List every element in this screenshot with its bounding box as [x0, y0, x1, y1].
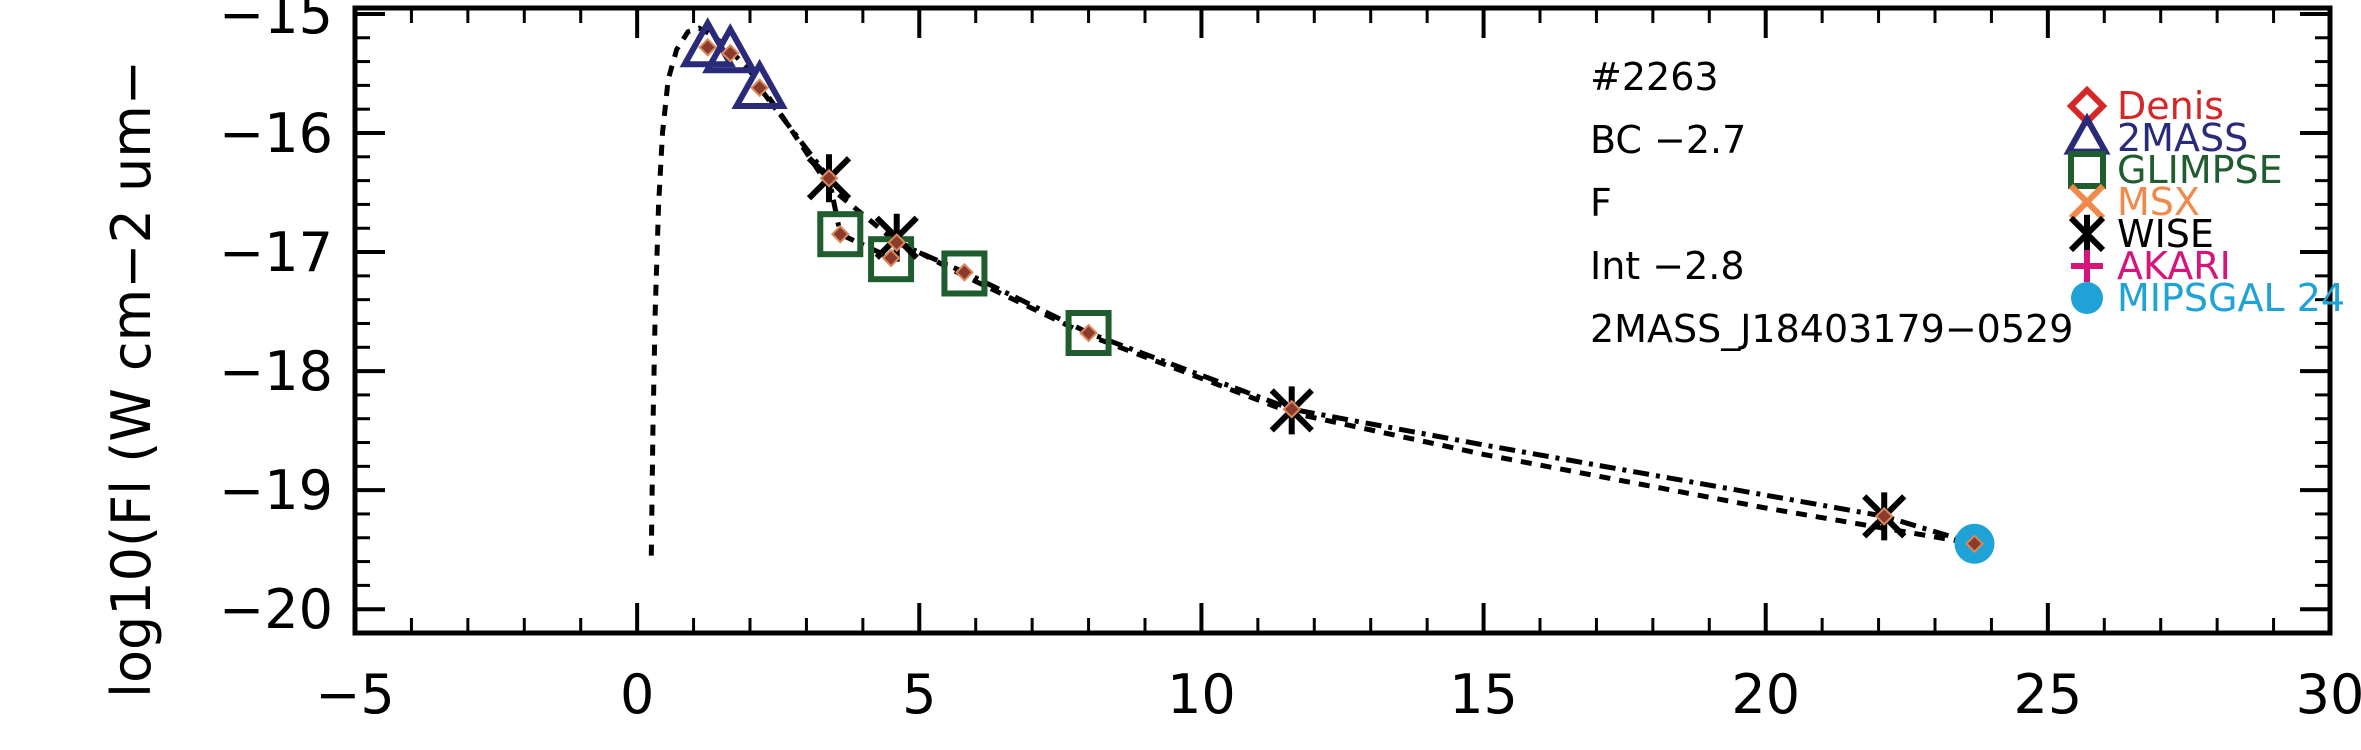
model-points: [698, 37, 1984, 554]
data-point-glimpse: [1065, 310, 1112, 356]
x-tick-label: 15: [1449, 663, 1518, 726]
legend-marker-mipsgal-24: [2071, 282, 2103, 314]
annotation-line: #2263: [1590, 55, 1719, 99]
annotations: #2263 BC −2.7 F Int −2.8 2MASS_J18403179−052…: [1590, 55, 2073, 351]
annotation-line: F: [1590, 181, 1612, 225]
legend-marker-akari: [2071, 250, 2103, 282]
model-point: [955, 262, 974, 282]
model-curve-dashed: [648, 25, 1975, 556]
y-tick-label: −17: [219, 221, 333, 284]
plot-frame: [352, 5, 2333, 636]
legend-label-2mass: 2MASS: [2117, 116, 2248, 160]
y-tick-label: −18: [219, 340, 333, 403]
y-axis-label: log10(Fl (W cm−2 um−: [100, 60, 163, 698]
model-point: [720, 43, 740, 63]
legend-marker-msx: [2068, 183, 2106, 221]
annotation-line: BC −2.7: [1590, 118, 1746, 162]
model-point: [1079, 323, 1098, 343]
data-point-2mass: [702, 23, 759, 74]
x-tick-label: 20: [1731, 663, 1800, 726]
model-point: [750, 78, 770, 98]
data-points: [679, 17, 1995, 564]
model-point: [698, 37, 718, 57]
x-tick-label: 25: [2013, 663, 2082, 726]
data-point-glimpse: [817, 211, 864, 258]
model-curves: [648, 25, 1976, 556]
annotation-line: 2MASS_J18403179−0529: [1590, 307, 2073, 351]
legend-label-denis: Denis: [2117, 84, 2224, 128]
x-tick-label: 30: [2296, 663, 2361, 726]
x-tick-label: 0: [620, 663, 654, 726]
model-point: [1282, 399, 1302, 419]
y-tick-label: −20: [219, 578, 333, 641]
data-point-2mass: [731, 58, 788, 109]
legend-label-glimpse: GLIMPSE: [2117, 148, 2283, 192]
data-point-glimpse: [941, 250, 988, 297]
model-point: [1965, 534, 1984, 554]
legend-label-wise: WISE: [2117, 212, 2214, 256]
legend-marker-wise: [2068, 214, 2106, 254]
legend-marker-2mass: [2063, 112, 2111, 155]
legend-label-mipsgal-24: MIPSGAL 24: [2117, 276, 2345, 320]
x-tick-label: 5: [902, 663, 936, 726]
y-tick-label: −16: [219, 102, 333, 165]
legend-marker-glimpse: [2068, 151, 2106, 189]
axis-ticks: [353, 8, 2332, 633]
model-point: [1874, 506, 1894, 526]
legend-label-akari: AKARI: [2117, 244, 2231, 288]
annotation-line: Int −2.8: [1590, 244, 1745, 288]
x-tick-label: 10: [1167, 663, 1236, 726]
model-point: [881, 248, 901, 268]
model-point: [830, 224, 850, 244]
legend-label-msx: MSX: [2117, 180, 2200, 224]
x-tick-label: −5: [315, 663, 395, 726]
model-point: [819, 168, 839, 188]
axis-tick-labels: −5 0 5 10 15 20 25 30 −20 −19 −18 −17 −16 −15: [219, 0, 2361, 726]
y-tick-label: −15: [219, 0, 333, 46]
model-point: [887, 233, 907, 252]
y-tick-label: −19: [219, 459, 333, 522]
